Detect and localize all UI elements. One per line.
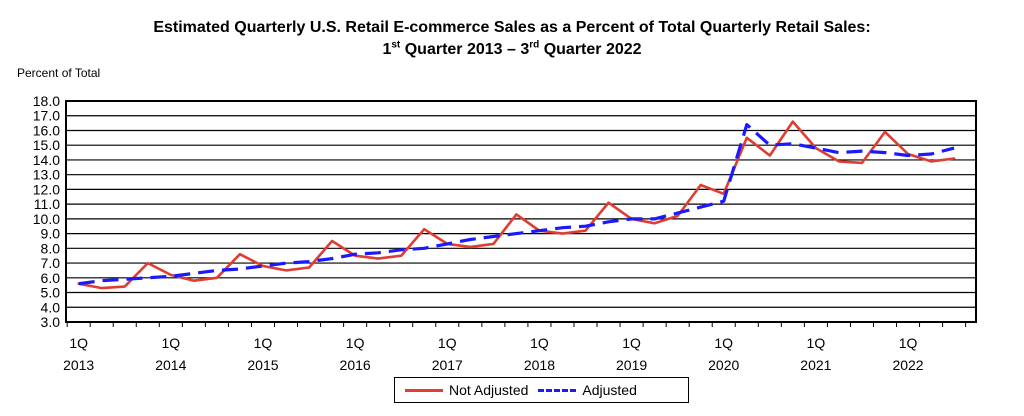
plot-frame — [65, 100, 977, 323]
chart-title-line1: Estimated Quarterly U.S. Retail E-commer… — [153, 19, 871, 36]
y-tick-label: 7.0 — [41, 255, 61, 271]
x-tick-labels: 1Q 2013 1Q 2014 1Q 2015 1Q 2016 1Q 2017 1Q 2018 1Q 20… — [63, 335, 924, 373]
x-tick-label-quarter: 1Q — [438, 335, 457, 351]
y-tick-label: 5.0 — [41, 285, 61, 301]
legend: Not Adjusted Adjusted — [394, 377, 689, 403]
y-tick-label: 6.0 — [41, 270, 61, 286]
y-tick-label: 9.0 — [41, 226, 61, 242]
series-line-adjusted — [78, 122, 955, 286]
x-tick-label-quarter: 1Q — [807, 335, 826, 351]
x-tick-label-quarter: 1Q — [530, 335, 549, 351]
x-tick-label-quarter: 1Q — [346, 335, 365, 351]
title-sup1: st — [391, 39, 401, 51]
y-tick-label: 15.0 — [33, 137, 60, 153]
x-tick-label-year: 2013 — [63, 357, 94, 373]
legend-label-adjusted: Adjusted — [582, 382, 637, 398]
x-tick-label-year: 2018 — [524, 357, 555, 373]
y-tick-label: 10.0 — [33, 211, 60, 227]
x-tick-label-quarter: 1Q — [254, 335, 273, 351]
x-tick-label-quarter: 1Q — [161, 335, 180, 351]
x-tick-label-year: 2015 — [247, 357, 278, 373]
chart-title-line2: 1st Quarter 2013 – 3rd Quarter 2022 — [0, 40, 1024, 60]
y-tick-label: 17.0 — [33, 108, 60, 124]
legend-swatch-not-adjusted — [405, 388, 443, 392]
title-sup2: rd — [529, 39, 540, 51]
y-tick-label: 14.0 — [33, 152, 60, 168]
y-tick-label: 4.0 — [41, 299, 61, 315]
legend-label-not-adjusted: Not Adjusted — [449, 382, 529, 398]
x-tick-label-quarter: 1Q — [622, 335, 641, 351]
series-lines — [77, 120, 956, 290]
x-tick-label-quarter: 1Q — [69, 335, 88, 351]
legend-item-adjusted: Adjusted — [528, 382, 637, 398]
y-axis-label: Percent of Total — [17, 66, 101, 80]
y-tick-label: 3.0 — [41, 314, 61, 330]
x-tick-label-year: 2016 — [340, 357, 371, 373]
legend-swatch-adjusted — [538, 388, 577, 392]
x-tick-label-year: 2019 — [616, 357, 647, 373]
y-tick-label: 18.0 — [33, 93, 60, 109]
x-tick-label-year: 2020 — [708, 357, 739, 373]
y-tick-label: 16.0 — [33, 122, 60, 138]
legend-item-not-adjusted: Not Adjusted — [395, 382, 528, 398]
x-tick-label-quarter: 1Q — [714, 335, 733, 351]
title-part2: Quarter 2013 – 3 — [400, 41, 530, 58]
gridlines — [66, 100, 976, 327]
y-tick-label: 13.0 — [33, 167, 60, 183]
x-tick-label-year: 2014 — [155, 357, 186, 373]
x-tick-label-year: 2017 — [432, 357, 463, 373]
x-tick-label-quarter: 1Q — [899, 335, 918, 351]
x-tick-label-year: 2022 — [892, 357, 923, 373]
y-tick-labels: 3.04.05.06.07.08.09.010.011.012.013.014.… — [33, 93, 60, 330]
y-tick-label: 8.0 — [41, 240, 61, 256]
x-tick-label-year: 2021 — [800, 357, 831, 373]
y-tick-label: 11.0 — [34, 196, 60, 212]
title-part1: 1 — [382, 41, 392, 58]
title-part3: Quarter 2022 — [539, 41, 642, 58]
y-tick-label: 12.0 — [33, 181, 60, 197]
